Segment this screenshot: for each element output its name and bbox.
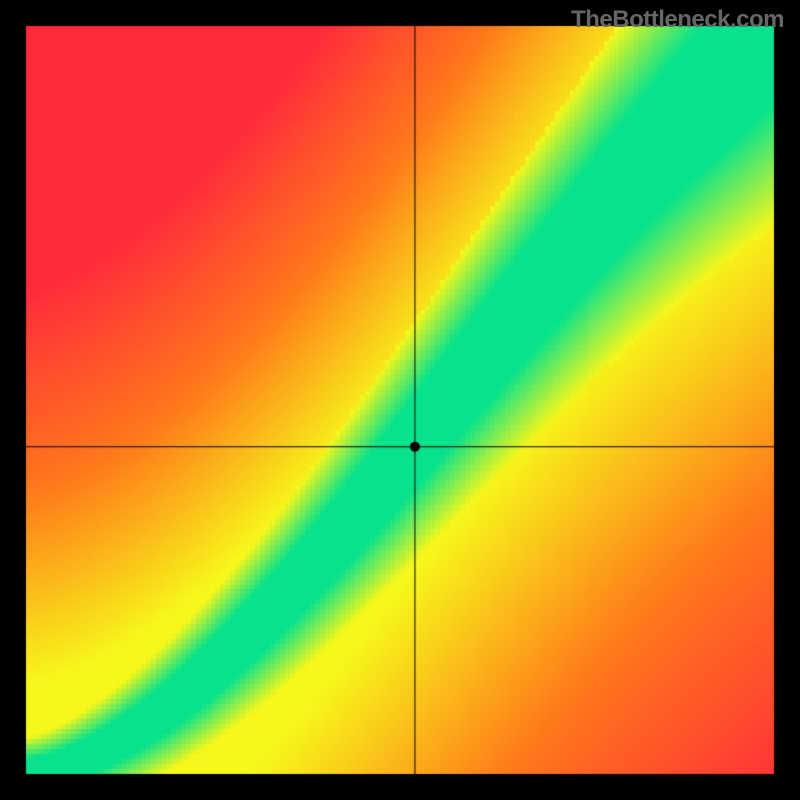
watermark-text: TheBottleneck.com bbox=[571, 6, 784, 34]
bottleneck-heatmap bbox=[0, 0, 800, 800]
